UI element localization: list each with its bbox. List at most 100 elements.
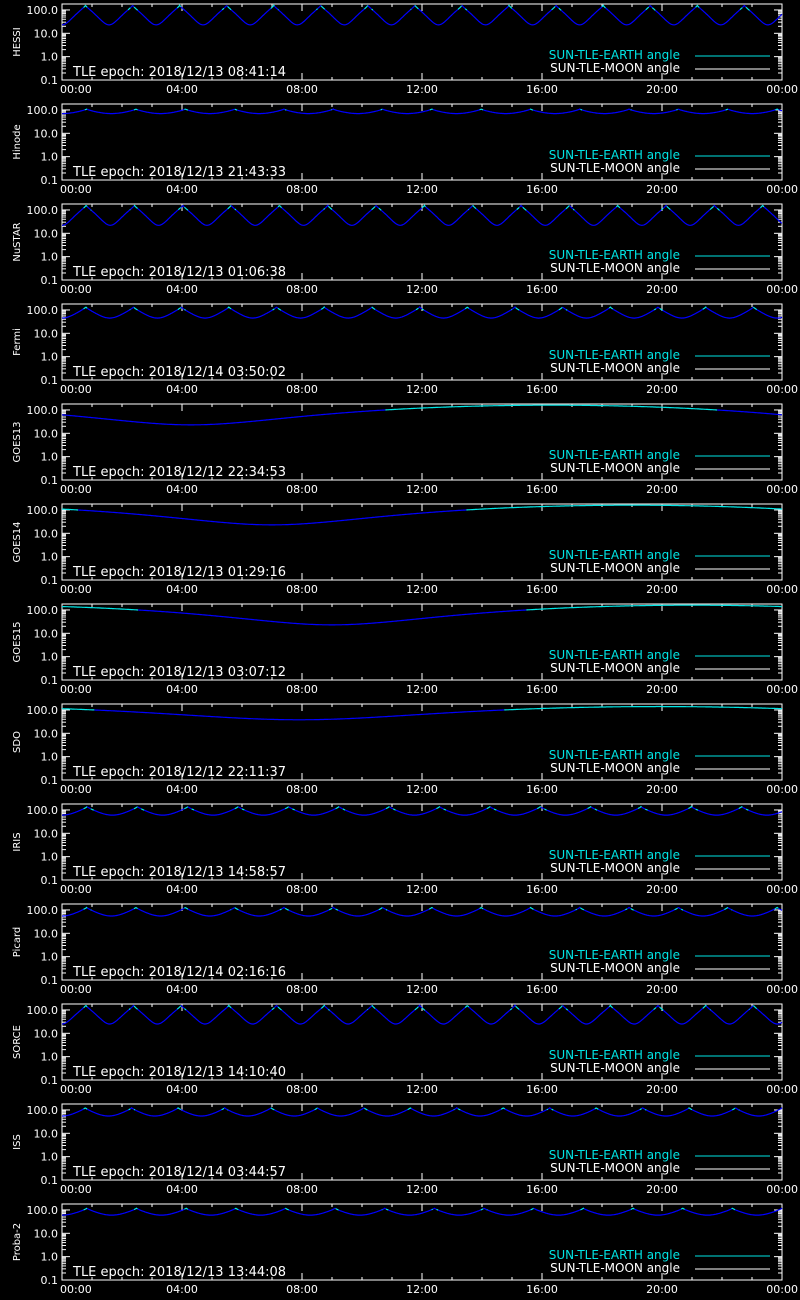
x-tick-label: 04:00 xyxy=(166,583,198,596)
y-axis-label: GOES14 xyxy=(12,521,23,562)
series-segment xyxy=(234,907,239,911)
x-tick-label: 20:00 xyxy=(646,383,678,396)
series-segment xyxy=(522,206,527,211)
series-segment xyxy=(454,1107,459,1110)
tle-epoch-annotation: TLE epoch: 2018/12/13 21:43:33 xyxy=(72,165,286,180)
series-segment xyxy=(509,1007,513,1011)
x-tick-label: 08:00 xyxy=(286,483,318,496)
series-segment xyxy=(184,308,186,311)
series-segment xyxy=(749,10,783,26)
sun-tle-earth-series xyxy=(62,906,783,917)
series-segment xyxy=(288,806,293,810)
series-segment xyxy=(278,9,317,26)
series-segment xyxy=(646,1107,689,1117)
x-tick-label: 20:00 xyxy=(646,1083,678,1096)
series-segment xyxy=(281,906,286,910)
series-segment xyxy=(735,1207,783,1216)
x-tick-label: 04:00 xyxy=(166,483,198,496)
legend-earth-label: SUN-TLE-EARTH angle xyxy=(549,648,680,662)
series-segment xyxy=(631,109,677,115)
series-segment xyxy=(480,1208,484,1211)
series-segment xyxy=(227,1004,232,1009)
series-segment xyxy=(238,909,281,917)
series-segment xyxy=(482,1207,488,1211)
y-tick-label: 1.0 xyxy=(41,451,59,464)
series-segment xyxy=(382,1207,387,1211)
y-tick-label: 0.1 xyxy=(41,774,59,787)
series-segment xyxy=(90,209,92,211)
series-segment xyxy=(662,308,704,319)
series-segment xyxy=(324,306,372,319)
sun-tle-earth-series xyxy=(62,805,783,816)
x-tick-label: 00:00 xyxy=(60,183,92,196)
x-tick-label: 12:00 xyxy=(406,383,438,396)
series-segment xyxy=(86,907,92,911)
series-segment xyxy=(752,306,758,311)
legend-earth-label: SUN-TLE-EARTH angle xyxy=(549,948,680,962)
series-segment xyxy=(421,308,425,311)
series-segment xyxy=(83,906,88,910)
series-segment xyxy=(554,5,560,9)
series-segment xyxy=(735,1107,740,1111)
series-segment xyxy=(280,308,322,319)
x-tick-label: 12:00 xyxy=(406,1283,438,1296)
x-tick-label: 08:00 xyxy=(286,683,318,696)
series-segment xyxy=(371,306,376,310)
series-segment xyxy=(639,1108,642,1111)
series-segment xyxy=(364,5,369,10)
series-segment xyxy=(425,206,469,226)
series-segment xyxy=(367,5,372,10)
sun-tle-earth-series xyxy=(61,404,782,426)
x-minor-ticks xyxy=(61,1104,783,1180)
series-segment xyxy=(684,1208,732,1216)
series-segment xyxy=(634,1208,682,1216)
series-segment xyxy=(709,1009,711,1011)
series-segment xyxy=(479,108,484,111)
series-segment xyxy=(388,1209,432,1216)
series-segment xyxy=(487,1209,531,1216)
y-minor-ticks xyxy=(62,1109,782,1181)
series-segment xyxy=(271,1007,275,1011)
series-segment xyxy=(496,808,538,816)
x-tick-label: 12:00 xyxy=(406,783,438,796)
x-tick-label: 04:00 xyxy=(166,1083,198,1096)
y-minor-ticks xyxy=(62,309,782,381)
y-axis-label: GOES13 xyxy=(12,421,23,462)
x-tick-label: 12:00 xyxy=(406,183,438,196)
series-segment xyxy=(727,108,776,115)
series-segment xyxy=(533,1207,581,1216)
series-segment xyxy=(385,1208,389,1211)
series-segment xyxy=(281,1007,322,1025)
sun-tle-earth-series xyxy=(62,1004,783,1025)
tle-epoch-annotation: TLE epoch: 2018/12/14 02:16:16 xyxy=(72,965,286,980)
series-segment xyxy=(457,5,463,10)
series-segment xyxy=(184,108,189,111)
series-segment xyxy=(230,205,236,210)
series-segment xyxy=(90,808,95,811)
series-segment xyxy=(637,805,642,810)
x-tick-label: 16:00 xyxy=(526,983,558,996)
series-segment xyxy=(335,806,340,810)
series-segment xyxy=(580,108,583,111)
series-segment xyxy=(83,204,88,209)
y-axis-label: ISS xyxy=(12,1134,23,1150)
y-tick-label: 10.0 xyxy=(34,727,59,740)
series-segment xyxy=(417,1004,423,1009)
series-segment xyxy=(653,1007,657,1011)
x-tick-label: 00:00 xyxy=(766,383,798,396)
series-segment xyxy=(457,1108,461,1111)
series-segment xyxy=(421,204,427,209)
series-segment xyxy=(372,9,411,26)
series-segment xyxy=(223,1107,228,1111)
panel-nustar: 0.1 1.0 10.0 100.0 00:00 04:00 08:00 12:00 16:00… xyxy=(12,203,798,296)
series-segment xyxy=(716,207,720,211)
series-segment xyxy=(705,1005,711,1010)
series-segment xyxy=(385,806,390,810)
series-segment xyxy=(590,806,596,810)
series-segment xyxy=(423,308,466,319)
sun-tle-earth-series xyxy=(62,504,783,526)
series-segment xyxy=(601,4,607,9)
x-tick-label: 12:00 xyxy=(406,883,438,896)
tle-epoch-annotation: TLE epoch: 2018/12/13 14:10:40 xyxy=(72,1065,286,1080)
panel-picard: 0.1 1.0 10.0 100.0 00:00 04:00 08:00 12:00 16:00… xyxy=(12,903,798,996)
